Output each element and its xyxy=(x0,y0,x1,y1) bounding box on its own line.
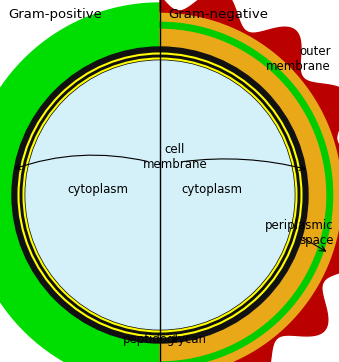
Polygon shape xyxy=(160,10,339,362)
Polygon shape xyxy=(0,3,160,362)
Text: periplasmic
space: periplasmic space xyxy=(265,219,334,247)
Circle shape xyxy=(32,67,288,323)
Circle shape xyxy=(26,61,294,329)
Text: Gram-negative: Gram-negative xyxy=(168,8,268,21)
Circle shape xyxy=(12,47,308,343)
Polygon shape xyxy=(160,21,334,362)
Polygon shape xyxy=(160,28,327,362)
Text: Gram-positive: Gram-positive xyxy=(8,8,102,21)
Polygon shape xyxy=(160,0,339,362)
Text: cytoplasm: cytoplasm xyxy=(181,184,242,197)
Text: cell
membrane: cell membrane xyxy=(143,143,207,171)
Text: peptidoglycan: peptidoglycan xyxy=(123,333,207,346)
Text: cytoplasm: cytoplasm xyxy=(67,184,128,197)
Text: outer
membrane: outer membrane xyxy=(266,45,331,73)
